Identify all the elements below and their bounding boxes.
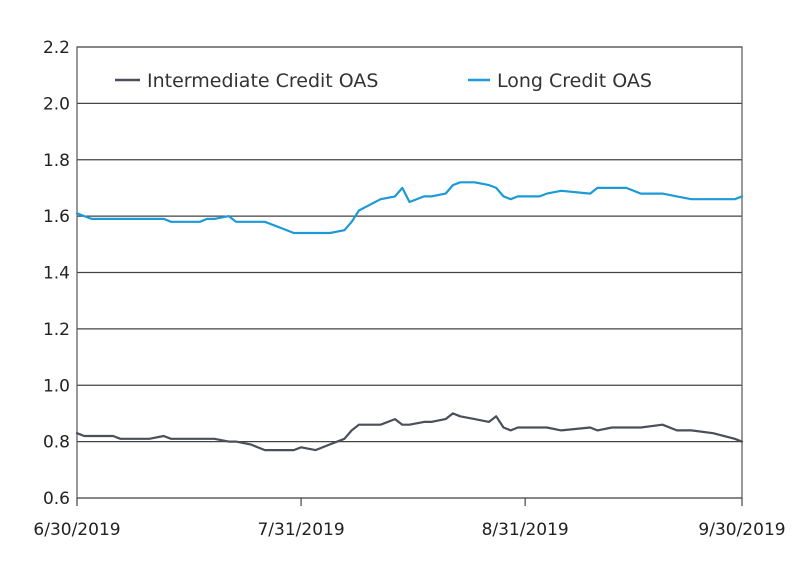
x-tick-label: 8/31/2019 bbox=[482, 520, 569, 540]
x-tick-label: 7/31/2019 bbox=[257, 520, 344, 540]
plot-frame bbox=[76, 46, 743, 499]
y-tick-label: 0.8 bbox=[43, 433, 70, 453]
long-credit-oas-line bbox=[75, 181, 744, 235]
y-tick-label: 1.4 bbox=[43, 264, 70, 284]
y-tick-label: 0.6 bbox=[43, 489, 70, 509]
y-tick-label: 1.0 bbox=[43, 376, 70, 396]
y-tick-label: 1.2 bbox=[43, 320, 70, 340]
legend-label: Long Credit OAS bbox=[497, 70, 652, 92]
intermediate-credit-oas-line bbox=[75, 412, 744, 452]
x-tick-label: 6/30/2019 bbox=[33, 520, 120, 540]
y-tick-label: 2.2 bbox=[43, 38, 70, 58]
legend-label: Intermediate Credit OAS bbox=[147, 70, 378, 92]
y-tick-label: 1.6 bbox=[43, 207, 70, 227]
x-tick-label: 9/30/2019 bbox=[698, 520, 785, 540]
y-tick-label: 2.0 bbox=[43, 94, 70, 114]
y-tick-label: 1.8 bbox=[43, 151, 70, 171]
